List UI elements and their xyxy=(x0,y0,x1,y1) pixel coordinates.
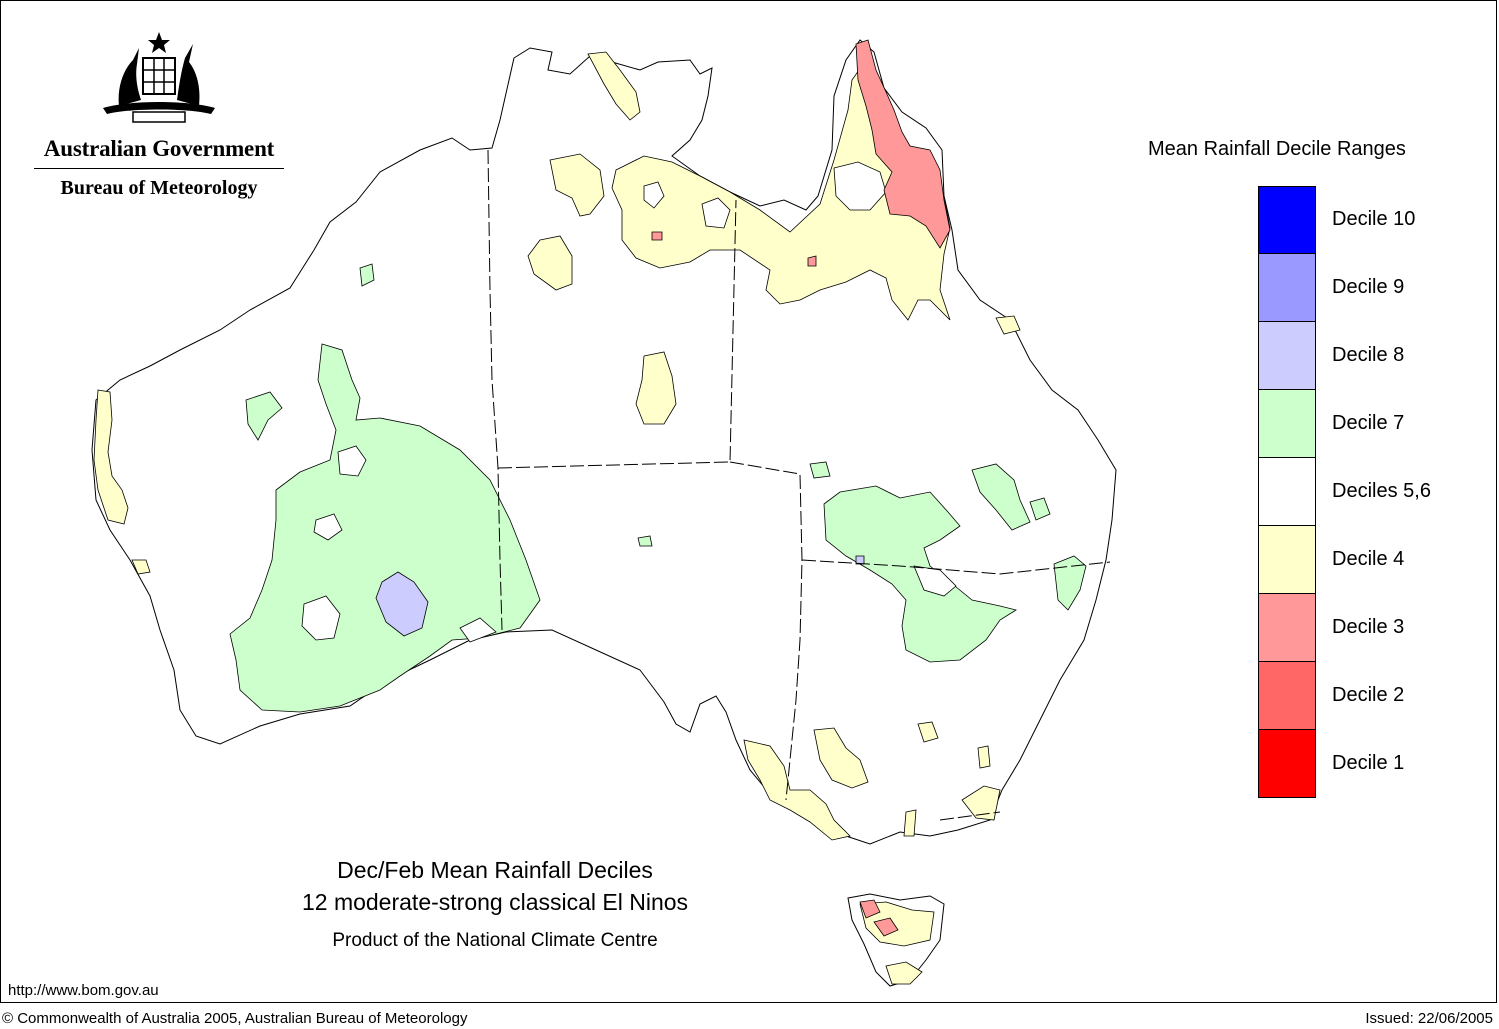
product-credit: Product of the National Climate Centre xyxy=(332,930,658,951)
legend-label: Decile 3 xyxy=(1332,616,1405,638)
qld-green-4 xyxy=(809,461,831,479)
map-title: Dec/Feb Mean Rainfall Deciles xyxy=(337,857,653,883)
nt-cream-mid xyxy=(527,235,573,291)
nt-cream-top xyxy=(611,58,951,321)
legend-swatch xyxy=(1258,322,1316,390)
wa-green-dot xyxy=(359,263,375,287)
legend-label: Decile 7 xyxy=(1332,412,1405,434)
legend-swatch xyxy=(1258,526,1316,594)
wa-coast-cream xyxy=(93,389,129,525)
australia-rainfall-map xyxy=(91,39,1117,987)
government-logo: Australian Government Bureau of Meteorol… xyxy=(28,28,290,208)
vic-cream-east xyxy=(961,785,1001,821)
legend-swatch xyxy=(1258,594,1316,662)
tas-red xyxy=(859,899,881,919)
vic-cream-small xyxy=(903,809,917,837)
cape-york-red xyxy=(855,39,951,249)
decile-4-regions xyxy=(93,51,1021,985)
nsw-coast-green xyxy=(1053,555,1087,611)
tas-red-2 xyxy=(873,917,899,937)
sa-green-dot xyxy=(637,535,653,547)
issued-date: Issued: 22/06/2005 xyxy=(1365,1010,1493,1027)
legend-label: Decile 2 xyxy=(1332,684,1405,706)
legend-label: Decile 9 xyxy=(1332,276,1405,298)
nsw-cream-2 xyxy=(917,721,939,743)
coat-of-arms-icon xyxy=(103,32,215,123)
state-borders xyxy=(487,149,1111,821)
qld-cream-coast xyxy=(995,315,1021,335)
tas-cream-south xyxy=(885,961,923,985)
website-link[interactable]: http://www.bom.gov.au xyxy=(8,982,159,999)
legend-swatch xyxy=(1258,662,1316,730)
qld-red-dot xyxy=(807,255,817,267)
legend-swatch xyxy=(1258,390,1316,458)
nsw-cream-3 xyxy=(977,745,991,769)
map-subtitle: 12 moderate-strong classical El Ninos xyxy=(301,889,689,915)
wa-green-small xyxy=(245,391,283,441)
copyright-text: © Commonwealth of Australia 2005, Austra… xyxy=(2,1010,468,1027)
logo-divider xyxy=(34,168,284,169)
legend-label: Deciles 5,6 xyxy=(1332,480,1431,502)
decile-8-dot xyxy=(855,555,865,565)
sa-vic-cream xyxy=(743,739,851,841)
legend-swatch xyxy=(1258,730,1316,798)
legend-swatch xyxy=(1258,458,1316,526)
legend-swatch xyxy=(1258,254,1316,322)
legend-label: Decile 8 xyxy=(1332,344,1405,366)
nt-cream-left xyxy=(549,153,605,217)
cream-holes xyxy=(643,161,887,229)
decile-8-region xyxy=(375,571,429,637)
legend-title: Mean Rainfall Decile Ranges xyxy=(1148,138,1406,160)
legend-label: Decile 1 xyxy=(1332,752,1405,774)
legend-swatch xyxy=(1258,186,1316,254)
qld-green-2 xyxy=(971,463,1031,531)
decile-3-regions xyxy=(651,39,951,937)
agency-name: Australian Government xyxy=(43,136,275,161)
bureau-name: Bureau of Meteorology xyxy=(60,177,258,199)
legend-label: Decile 4 xyxy=(1332,548,1405,570)
decile-5-6-holes xyxy=(301,445,957,643)
legend-label: Decile 10 xyxy=(1332,208,1416,230)
qld-green-3 xyxy=(1029,497,1051,521)
sa-cream-west xyxy=(131,559,151,575)
nt-red-dot xyxy=(651,231,663,241)
nt-cream-central xyxy=(635,351,677,425)
nsw-cream-1 xyxy=(813,727,869,789)
top-end-cream xyxy=(587,51,641,121)
